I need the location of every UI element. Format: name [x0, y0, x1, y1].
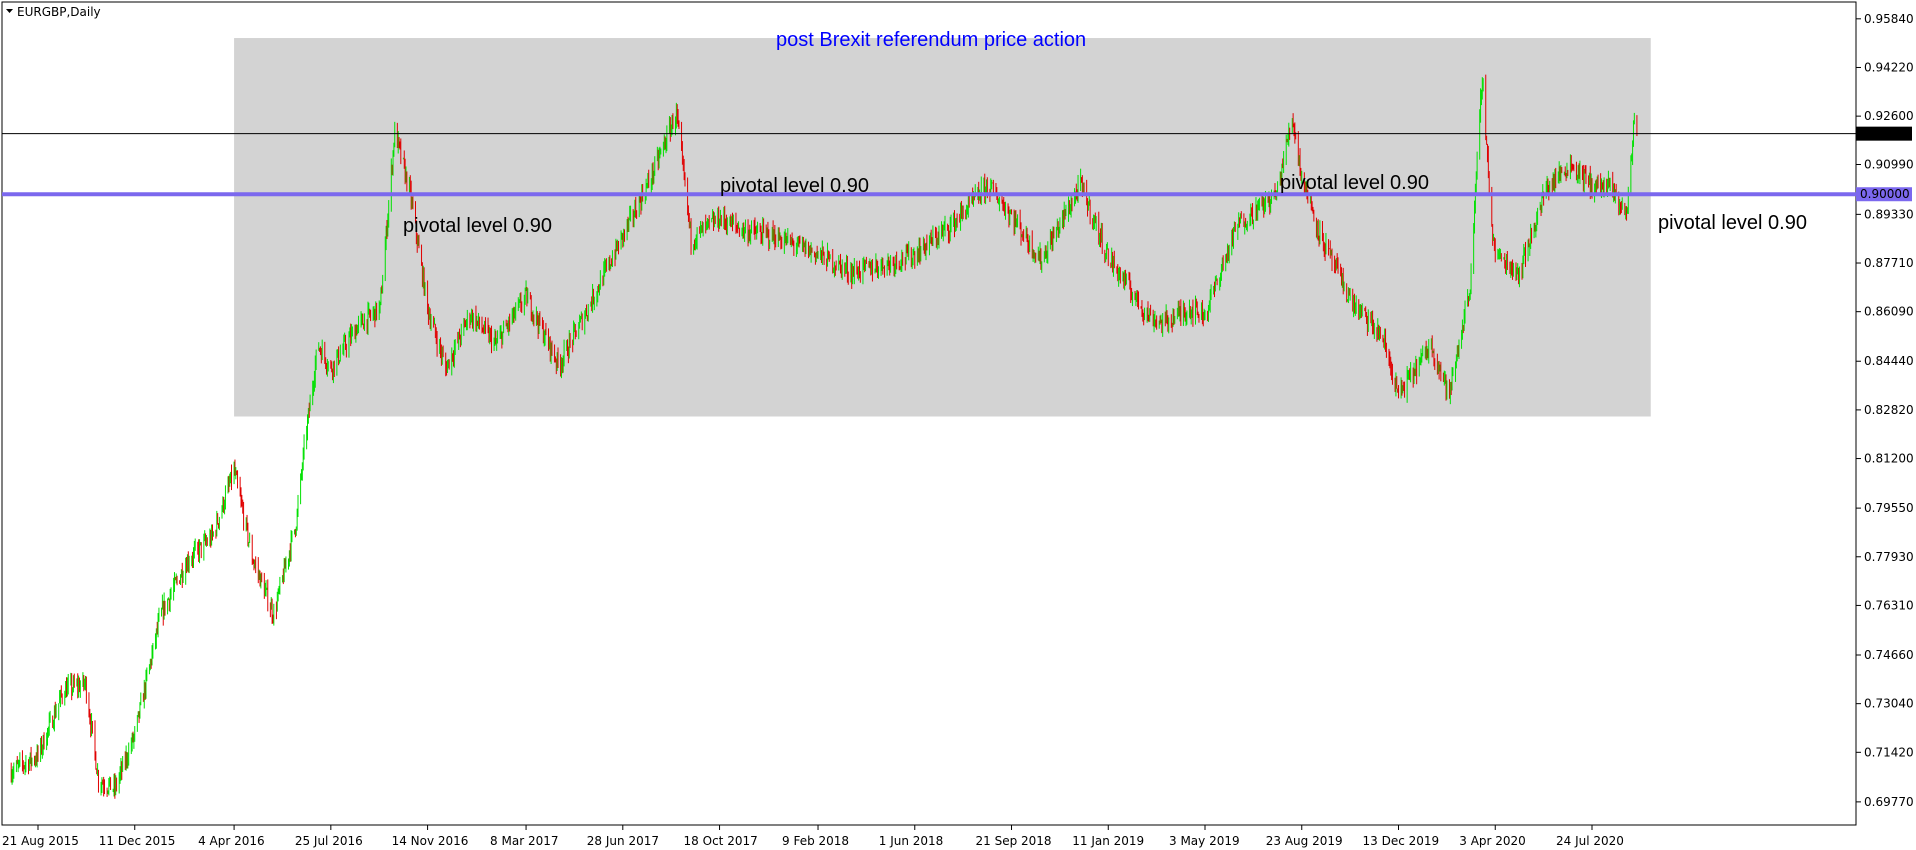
x-tick-label: 21 Aug 2015 — [2, 834, 79, 848]
x-tick-label: 11 Jan 2019 — [1072, 834, 1144, 848]
y-tick-label: 0.77930 — [1864, 550, 1914, 564]
x-tick-label: 8 Mar 2017 — [490, 834, 558, 848]
x-tick-label: 4 Apr 2016 — [198, 834, 265, 848]
x-tick-label: 25 Jul 2016 — [295, 834, 363, 848]
current-price-tag — [1856, 126, 1912, 141]
x-tick-label: 18 Oct 2017 — [684, 834, 758, 848]
x-tick-label: 3 Apr 2020 — [1459, 834, 1526, 848]
y-tick-label: 0.87710 — [1864, 256, 1914, 270]
pivotal-annotation-4: pivotal level 0.90 — [1658, 212, 1807, 234]
y-tick-label: 0.74660 — [1864, 648, 1914, 662]
y-tick-label: 0.73040 — [1864, 697, 1914, 711]
symbol-dropdown-icon[interactable] — [6, 9, 13, 13]
y-tick-label: 0.86090 — [1864, 305, 1914, 319]
y-tick-label: 0.94220 — [1864, 60, 1914, 74]
x-tick-label: 13 Dec 2019 — [1363, 834, 1440, 848]
y-tick-label: 0.71420 — [1864, 745, 1914, 759]
y-tick-label: 0.79550 — [1864, 501, 1914, 515]
pivot-price-tag — [1856, 187, 1912, 202]
x-tick-label: 21 Sep 2018 — [976, 834, 1052, 848]
x-tick-label: 1 Jun 2018 — [879, 834, 944, 848]
y-tick-label: 0.89330 — [1864, 207, 1914, 221]
x-tick-label: 14 Nov 2016 — [392, 834, 469, 848]
x-tick-label: 23 Aug 2019 — [1266, 834, 1343, 848]
symbol-label: EURGBP,Daily — [17, 5, 101, 19]
pivotal-annotation-2: pivotal level 0.90 — [720, 175, 869, 197]
x-tick-label: 28 Jun 2017 — [587, 834, 659, 848]
y-tick-label: 0.69770 — [1864, 795, 1914, 809]
pivotal-annotation-1: pivotal level 0.90 — [403, 215, 552, 237]
y-tick-label: 0.76310 — [1864, 598, 1914, 612]
y-tick-label: 0.90990 — [1864, 157, 1914, 171]
pivotal-annotation-3: pivotal level 0.90 — [1280, 172, 1429, 194]
x-tick-label: 24 Jul 2020 — [1556, 834, 1624, 848]
pivot-price-label: 0.90000 — [1860, 187, 1910, 201]
x-tick-label: 11 Dec 2015 — [99, 834, 176, 848]
title-annotation: post Brexit referendum price action — [776, 29, 1086, 51]
x-tick-label: 3 May 2019 — [1169, 834, 1240, 848]
current-price-label: 0.92017 — [1860, 127, 1910, 141]
y-tick-label: 0.95840 — [1864, 12, 1914, 26]
y-tick-label: 0.82820 — [1864, 403, 1914, 417]
x-tick-label: 9 Feb 2018 — [782, 834, 849, 848]
y-tick-label: 0.84440 — [1864, 354, 1914, 368]
y-tick-label: 0.92600 — [1864, 109, 1914, 123]
y-tick-label: 0.81200 — [1864, 452, 1914, 466]
